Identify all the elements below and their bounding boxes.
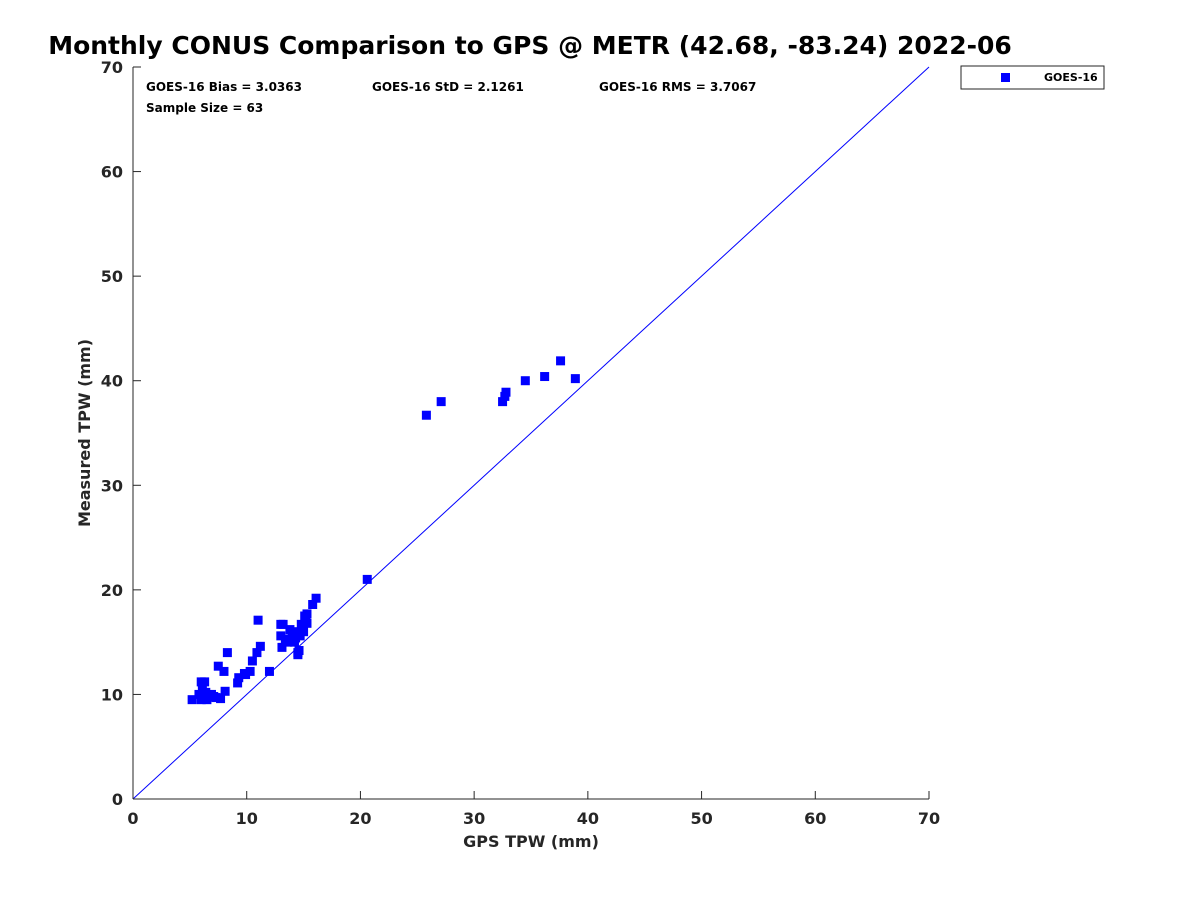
y-tick-label: 40: [101, 372, 123, 391]
data-point: [194, 689, 204, 699]
data-point: [283, 637, 293, 647]
data-point: [302, 618, 312, 628]
data-point: [253, 615, 263, 625]
stat-sample-size: Sample Size = 63: [146, 101, 263, 115]
reference-line-layer: [132, 66, 930, 800]
data-point: [196, 695, 206, 705]
stat-rms: GOES-16 RMS = 3.7067: [599, 80, 756, 94]
data-point: [540, 372, 550, 382]
data-point: [311, 593, 321, 603]
data-point: [222, 648, 232, 658]
data-point: [245, 666, 255, 676]
data-point: [291, 633, 301, 643]
data-point: [520, 376, 530, 386]
data-point: [200, 677, 210, 687]
y-tick-label: 0: [112, 790, 123, 809]
data-point: [247, 656, 257, 666]
stat-bias: GOES-16 Bias = 3.0363: [146, 80, 302, 94]
x-tick-label: 60: [804, 809, 826, 828]
data-point: [255, 641, 265, 651]
x-tick-label: 50: [690, 809, 712, 828]
data-point: [302, 609, 312, 619]
data-point: [277, 642, 287, 652]
data-point: [362, 574, 372, 584]
legend-label-goes16: GOES-16: [1044, 71, 1098, 84]
legend-marker-goes16: [1001, 73, 1010, 82]
data-point: [276, 631, 286, 641]
y-tick-label: 70: [101, 58, 123, 77]
y-tick-label: 60: [101, 163, 123, 182]
data-point: [220, 686, 230, 696]
y-tick-label: 10: [101, 685, 123, 704]
x-tick-label: 30: [463, 809, 485, 828]
data-point: [211, 693, 221, 703]
y-tick-label: 30: [101, 476, 123, 495]
data-point: [234, 673, 244, 683]
legend: GOES-16: [960, 65, 1105, 90]
data-point: [241, 670, 251, 680]
data-point: [276, 619, 286, 629]
axes-layer: 0 10 20 30 40 50 60 70 0 10 20 30 40 50 60 70: [101, 58, 940, 828]
data-point: [219, 666, 229, 676]
data-point: [293, 648, 303, 658]
data-point: [213, 661, 223, 671]
data-point: [216, 694, 226, 704]
x-tick-label: 10: [236, 809, 258, 828]
data-point: [498, 397, 508, 407]
x-tick-label: 0: [127, 809, 138, 828]
x-tick-label: 70: [918, 809, 940, 828]
stat-std: GOES-16 StD = 2.1261: [372, 80, 524, 94]
data-point: [252, 648, 262, 658]
scatter-points-layer: [187, 356, 580, 705]
data-point: [202, 695, 212, 705]
data-point: [233, 678, 243, 688]
data-point: [570, 374, 580, 384]
x-axis-label: GPS TPW (mm): [463, 832, 599, 851]
x-tick-label: 20: [349, 809, 371, 828]
data-point: [264, 666, 274, 676]
data-point: [436, 397, 446, 407]
data-point: [556, 356, 566, 366]
reference-line-1to1: [132, 66, 930, 800]
data-point: [421, 410, 431, 420]
y-tick-label: 50: [101, 267, 123, 286]
x-tick-label: 40: [577, 809, 599, 828]
data-point: [187, 695, 197, 705]
data-point: [299, 627, 309, 637]
legend-box: [960, 65, 1105, 90]
data-point: [308, 599, 318, 609]
data-point: [501, 387, 511, 397]
chart-title: Monthly CONUS Comparison to GPS @ METR (…: [48, 31, 1012, 60]
data-point: [285, 625, 295, 635]
y-tick-label: 20: [101, 581, 123, 600]
y-axis-label: Measured TPW (mm): [75, 339, 94, 527]
